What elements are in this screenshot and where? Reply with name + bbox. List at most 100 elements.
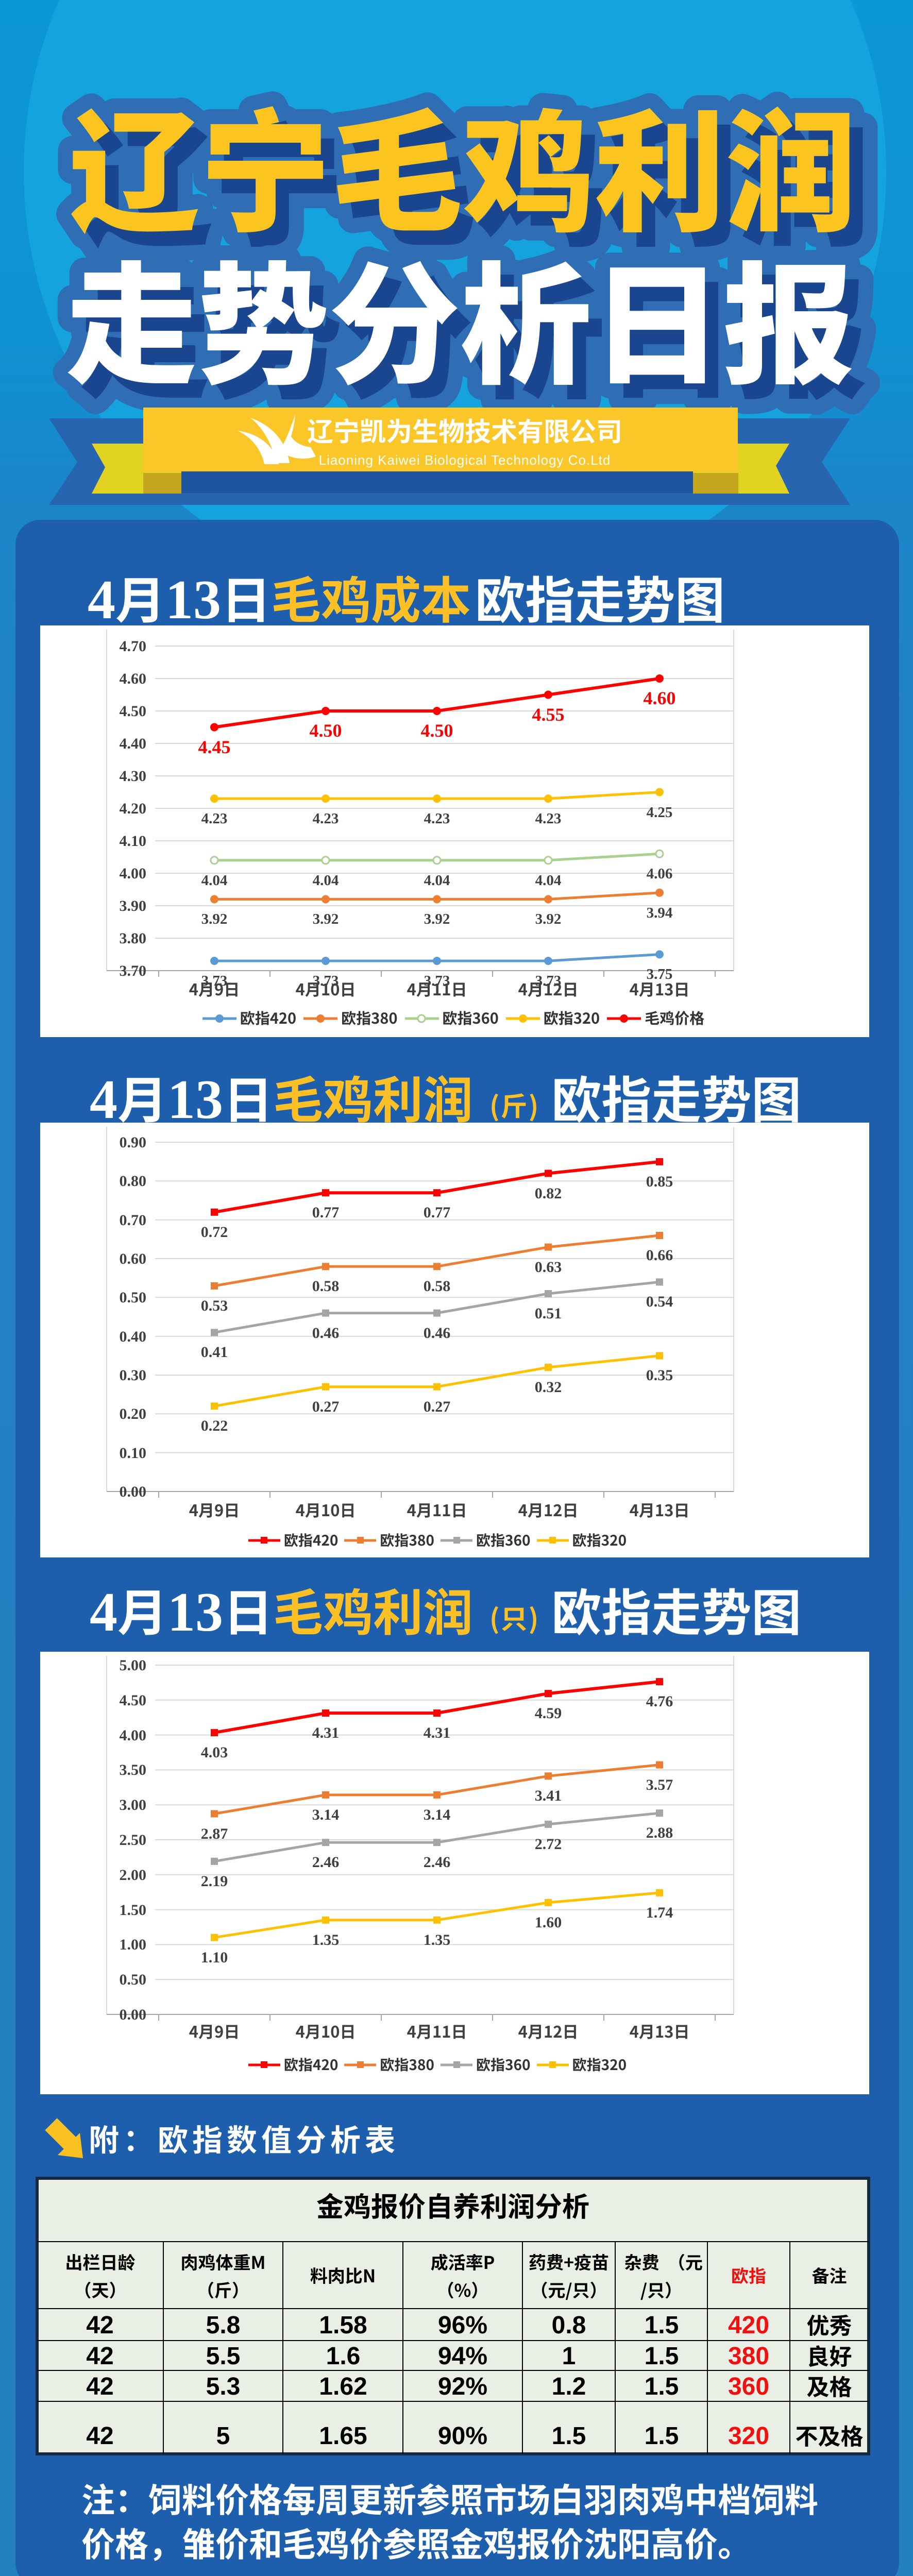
svg-text:4.70: 4.70 (120, 638, 147, 655)
svg-text:3.41: 3.41 (535, 1787, 562, 1804)
svg-text:96%: 96% (438, 2312, 487, 2339)
svg-text:0.40: 0.40 (120, 1328, 147, 1345)
svg-text:4.76: 4.76 (646, 1693, 673, 1710)
svg-text:320: 320 (728, 2422, 769, 2450)
svg-text:0.22: 0.22 (201, 1417, 228, 1434)
svg-text:5: 5 (216, 2422, 230, 2450)
svg-text:4.23: 4.23 (201, 810, 228, 827)
svg-text:3.94: 3.94 (647, 905, 673, 921)
svg-text:4.60: 4.60 (120, 670, 147, 687)
svg-text:4.30: 4.30 (120, 768, 147, 785)
svg-text:0.10: 0.10 (120, 1445, 147, 1462)
svg-text:1.60: 1.60 (535, 1914, 562, 1931)
svg-text:4.59: 4.59 (535, 1705, 562, 1722)
svg-text:2.19: 2.19 (201, 1873, 228, 1890)
svg-text:0.41: 0.41 (201, 1344, 228, 1361)
svg-text:94%: 94% (438, 2343, 487, 2370)
svg-text:4.40: 4.40 (120, 735, 147, 752)
svg-text:4.45: 4.45 (198, 737, 231, 757)
svg-text:4.50: 4.50 (421, 720, 453, 741)
svg-text:3.70: 3.70 (120, 962, 147, 979)
svg-text:0.54: 0.54 (646, 1293, 673, 1310)
svg-text:0.50: 0.50 (120, 1971, 147, 1988)
svg-text:3.73: 3.73 (535, 973, 562, 989)
svg-text:3.92: 3.92 (424, 911, 450, 927)
svg-text:0.58: 0.58 (424, 1278, 451, 1295)
svg-text:0.00: 0.00 (120, 2006, 147, 2023)
svg-text:3.80: 3.80 (120, 930, 147, 947)
svg-text:1.58: 1.58 (319, 2312, 367, 2339)
svg-text:0.30: 0.30 (120, 1367, 147, 1384)
svg-text:5.3: 5.3 (206, 2373, 241, 2400)
svg-text:3.92: 3.92 (201, 911, 228, 927)
svg-text:1.50: 1.50 (120, 1902, 147, 1919)
svg-text:3.14: 3.14 (424, 1806, 451, 1823)
svg-text:2.46: 2.46 (312, 1854, 340, 1871)
svg-text:0.63: 0.63 (535, 1259, 562, 1276)
svg-text:1.5: 1.5 (552, 2422, 586, 2450)
svg-text:1.62: 1.62 (319, 2373, 367, 2400)
svg-text:4.23: 4.23 (313, 810, 339, 827)
svg-text:4.04: 4.04 (424, 872, 450, 889)
svg-text:0.72: 0.72 (201, 1224, 228, 1241)
svg-text:2.50: 2.50 (120, 1832, 147, 1849)
svg-text:5.00: 5.00 (120, 1657, 147, 1674)
svg-text:4.03: 4.03 (201, 1744, 228, 1761)
svg-text:4.50: 4.50 (310, 720, 342, 741)
svg-text:90%: 90% (438, 2422, 487, 2450)
svg-text:4.04: 4.04 (313, 872, 339, 889)
svg-text:92%: 92% (438, 2373, 487, 2400)
svg-text:1: 1 (562, 2343, 576, 2370)
svg-text:0.27: 0.27 (312, 1398, 340, 1415)
svg-text:4.31: 4.31 (424, 1724, 451, 1741)
svg-text:0.80: 0.80 (120, 1173, 147, 1190)
svg-text:0.51: 0.51 (535, 1305, 562, 1322)
svg-text:1.74: 1.74 (646, 1904, 673, 1921)
svg-text:1.65: 1.65 (319, 2422, 367, 2450)
svg-text:0.70: 0.70 (120, 1212, 147, 1229)
svg-text:5.8: 5.8 (206, 2312, 241, 2339)
svg-text:4.23: 4.23 (424, 810, 450, 827)
svg-text:1.2: 1.2 (552, 2373, 586, 2400)
svg-text:0.77: 0.77 (312, 1204, 340, 1221)
svg-text:4.06: 4.06 (647, 866, 673, 882)
svg-text:1.6: 1.6 (326, 2343, 361, 2370)
svg-text:2.00: 2.00 (120, 1867, 147, 1884)
svg-text:3.73: 3.73 (201, 973, 228, 989)
svg-text:1.5: 1.5 (645, 2343, 679, 2370)
svg-text:4.10: 4.10 (120, 833, 147, 850)
svg-text:3.90: 3.90 (120, 897, 147, 914)
svg-text:42: 42 (86, 2373, 113, 2400)
svg-text:3.73: 3.73 (313, 973, 339, 989)
svg-text:2.88: 2.88 (646, 1824, 673, 1841)
svg-text:1.35: 1.35 (424, 1931, 451, 1948)
svg-text:42: 42 (86, 2422, 113, 2450)
svg-text:4.00: 4.00 (120, 865, 147, 882)
svg-text:2.87: 2.87 (201, 1825, 228, 1842)
svg-text:3.50: 3.50 (120, 1761, 147, 1778)
svg-text:0.20: 0.20 (120, 1405, 147, 1422)
svg-text:1.35: 1.35 (312, 1931, 340, 1948)
svg-text:420: 420 (728, 2312, 769, 2339)
svg-text:0.27: 0.27 (424, 1398, 451, 1415)
svg-text:2.72: 2.72 (535, 1836, 562, 1853)
svg-text:4.60: 4.60 (644, 688, 676, 708)
svg-text:3.92: 3.92 (535, 911, 562, 927)
svg-text:3.92: 3.92 (313, 911, 339, 927)
svg-text:4.20: 4.20 (120, 800, 147, 817)
svg-text:2.46: 2.46 (424, 1854, 451, 1871)
svg-text:0.46: 0.46 (312, 1325, 340, 1342)
svg-text:4.25: 4.25 (647, 804, 673, 821)
svg-text:1.10: 1.10 (201, 1949, 228, 1966)
svg-text:0.85: 0.85 (646, 1173, 673, 1190)
svg-text:4.23: 4.23 (535, 810, 562, 827)
svg-text:380: 380 (728, 2343, 769, 2370)
svg-text:1.5: 1.5 (645, 2422, 679, 2450)
svg-text:0.32: 0.32 (535, 1379, 562, 1396)
svg-text:4.55: 4.55 (532, 704, 565, 725)
svg-text:0.53: 0.53 (201, 1297, 228, 1314)
svg-text:Liaoning Kaiwei Biological Tec: Liaoning Kaiwei Biological Technology Co… (319, 452, 611, 468)
svg-text:42: 42 (86, 2312, 113, 2339)
svg-text:0.35: 0.35 (646, 1367, 673, 1384)
svg-text:4.00: 4.00 (120, 1727, 147, 1744)
